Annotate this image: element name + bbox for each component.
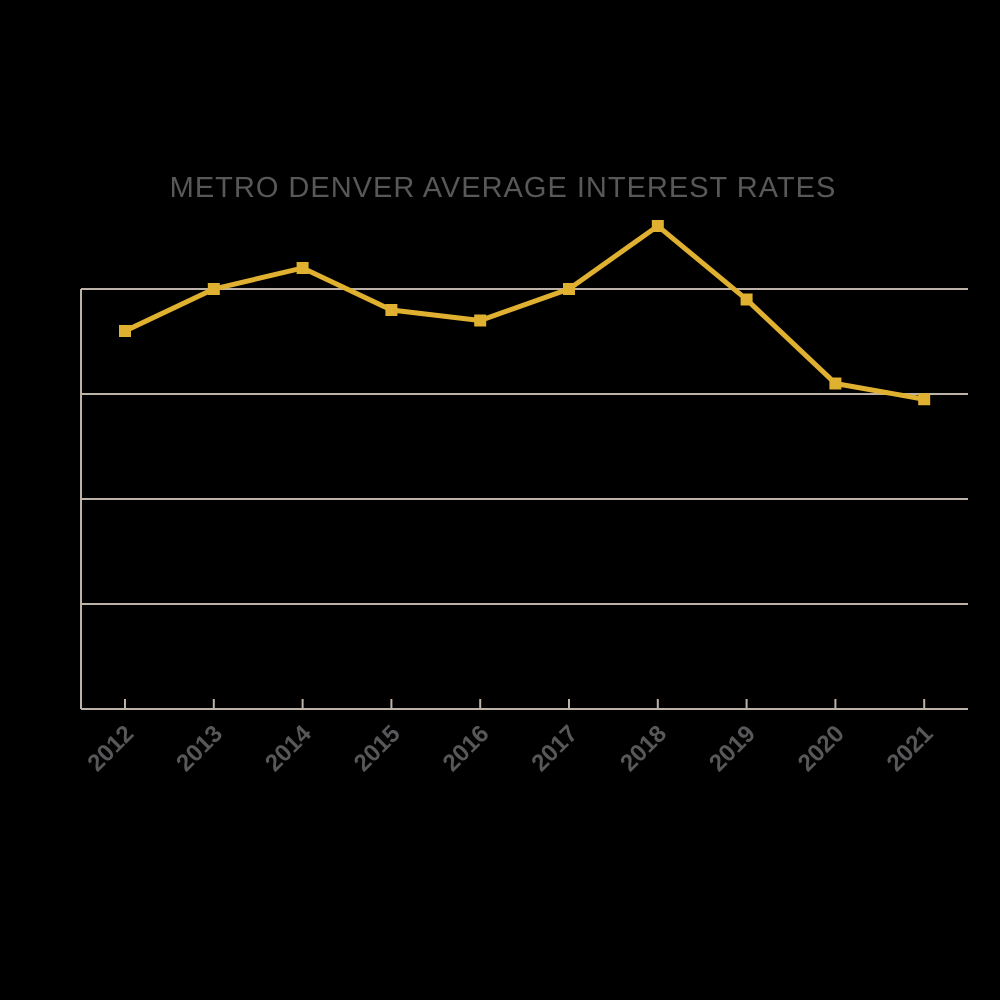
- data-point-2013: [207, 283, 220, 295]
- x-tick-label-2020: 2020: [793, 720, 850, 777]
- x-tick-label-2012: 2012: [82, 720, 139, 777]
- x-tick-label-2018: 2018: [615, 720, 672, 777]
- series-group: [119, 220, 931, 406]
- x-tick-label-2021: 2021: [882, 720, 939, 777]
- series-line-0: [122, 223, 927, 402]
- x-tick-label-2017: 2017: [526, 720, 583, 777]
- gridlines: [81, 288, 968, 605]
- x-tick-label-2013: 2013: [171, 720, 228, 777]
- data-point-2018: [651, 220, 664, 232]
- data-point-2012: [119, 325, 131, 337]
- x-tick-labels: 2012 2013 2014 2015 2016 2017 2018 2019 2020 2021: [82, 720, 938, 777]
- data-point-2015: [385, 304, 398, 316]
- axes: [80, 289, 968, 710]
- data-point-2016: [474, 314, 487, 327]
- data-point-2014: [296, 262, 309, 274]
- data-point-2020: [829, 377, 842, 390]
- data-point-2019: [740, 293, 753, 306]
- data-point-2021: [918, 393, 931, 406]
- x-tick-label-2014: 2014: [260, 720, 317, 777]
- x-tick-label-2015: 2015: [349, 720, 406, 777]
- x-tick-label-2016: 2016: [438, 720, 495, 777]
- data-point-2017: [563, 283, 575, 295]
- x-ticks: [124, 699, 926, 709]
- chart-title: METRO DENVER AVERAGE INTEREST RATES: [170, 172, 837, 204]
- x-tick-label-2019: 2019: [704, 720, 761, 777]
